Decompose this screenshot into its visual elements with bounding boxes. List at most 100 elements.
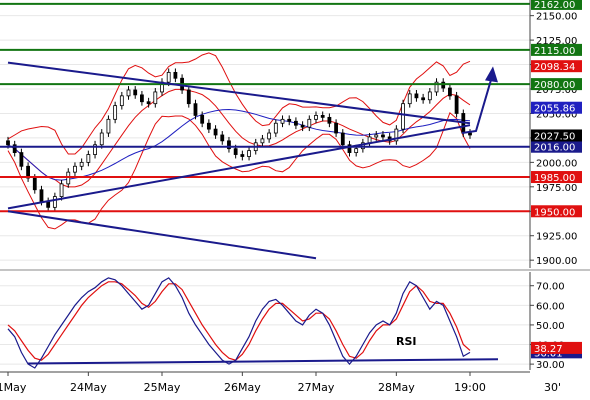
candle-body [260, 138, 265, 144]
candle-body [267, 132, 272, 140]
candle-body [314, 115, 318, 120]
candle-body [427, 91, 432, 101]
moving-average [7, 108, 471, 181]
candle-body [468, 132, 472, 136]
price-tick-label: 1900.00 [536, 256, 577, 267]
candle-body [394, 128, 399, 142]
level-tag-box [531, 171, 582, 184]
candle-body [374, 134, 379, 138]
candle-body [240, 154, 245, 157]
price-tick-label: 2150.00 [536, 12, 577, 23]
candle-body [247, 150, 251, 157]
level-tag: 2115.00 [531, 43, 582, 57]
candle-body [166, 71, 171, 83]
candle-body [300, 124, 305, 128]
rsi-support-trendline [28, 358, 499, 365]
candle-body [307, 118, 312, 128]
rsi-line [7, 277, 471, 369]
x-tick-label: 26May [224, 381, 261, 394]
candle-body [206, 122, 211, 130]
rsi-signal-line [7, 281, 471, 361]
rsi-tick-label: 70.00 [536, 282, 565, 293]
candle-body [32, 177, 37, 191]
x-tick-label: 19:00 [454, 381, 486, 394]
candle-body [19, 152, 24, 167]
trendline [7, 61, 471, 125]
candle-body [414, 93, 419, 99]
rsi-support-line [28, 358, 499, 365]
trendlines [7, 61, 471, 260]
rsi-tick-label: 60.00 [536, 301, 565, 312]
level-tag: 1985.00 [531, 171, 582, 184]
price-tag-text: 2055.86 [534, 104, 575, 115]
candle-body [454, 95, 459, 114]
rsi-tick-label: 30.00 [536, 360, 565, 371]
level-tag-box [531, 205, 582, 218]
level-tag: 2162.00 [531, 0, 582, 11]
rsi-tick-label: 50.00 [536, 321, 565, 332]
price-tag-box [531, 101, 582, 114]
candle-body [146, 101, 151, 105]
horizontal-levels [0, 2, 530, 213]
candle-body [6, 140, 10, 146]
candle-body [193, 103, 198, 116]
candle-body [113, 105, 118, 120]
candle-body [294, 120, 298, 126]
candle-body [99, 132, 104, 146]
candle-body [79, 161, 84, 167]
candle-body [233, 148, 238, 155]
candle-body [186, 89, 191, 105]
candle-body [213, 128, 218, 136]
price-tag-text: 2098.34 [534, 62, 575, 73]
level-tag-text: 2080.00 [534, 80, 575, 91]
candle-body [140, 94, 144, 103]
price-tick-label: 2125.00 [536, 36, 577, 47]
price-tick-label: 2050.00 [536, 109, 577, 120]
price-tag-box [531, 60, 582, 73]
candle-body [367, 136, 372, 144]
price-tick-label: 1975.00 [536, 183, 577, 194]
level-tag: 2016.00 [531, 140, 582, 154]
projection-arrow-head [485, 66, 498, 83]
x-axis-ticks: 21May 24May 25May 26May 27May 28May 19:00 [0, 372, 486, 394]
level-tag-box [531, 43, 582, 56]
candle-body [287, 118, 292, 122]
candle-body [354, 148, 359, 153]
x-tick-label: 25May [144, 381, 181, 394]
candle-body [106, 118, 111, 134]
candle-body [119, 95, 124, 107]
candle-body [421, 97, 426, 101]
candle-body [340, 132, 345, 146]
candle-body [434, 81, 439, 93]
candle-body [334, 122, 338, 134]
candle-body [381, 134, 385, 138]
candle-body [39, 189, 44, 202]
slow-moving-average [7, 108, 471, 181]
candle-body [153, 91, 158, 105]
candlesticks [6, 68, 472, 212]
middle-band [7, 88, 471, 188]
x-tick-label: 24May [70, 381, 107, 394]
candle-body [220, 134, 225, 142]
price-panel: 2150.002125.002100.002075.002050.002025.… [0, 0, 582, 268]
price-tick-label: 2000.00 [536, 158, 577, 169]
trendline [7, 124, 471, 210]
rsi-tag: 38.27 [531, 341, 582, 355]
price-tag: 2098.34 [531, 60, 582, 73]
projection-arrow [461, 66, 498, 135]
candle-body [59, 183, 64, 197]
candle-body [52, 196, 57, 208]
price-tag: 2027.50 [531, 129, 582, 142]
candle-body [73, 165, 77, 173]
candle-body [173, 71, 178, 79]
rsi-tag-box [531, 341, 582, 354]
level-tag-text: 2016.00 [534, 143, 575, 154]
price-tag-text: 2027.50 [534, 131, 575, 142]
candle-body [280, 118, 285, 124]
level-tag-text: 1985.00 [534, 173, 575, 184]
candle-body [93, 144, 97, 155]
price-tick-label: 2075.00 [536, 85, 577, 96]
x-tick-label: 28May [378, 381, 415, 394]
